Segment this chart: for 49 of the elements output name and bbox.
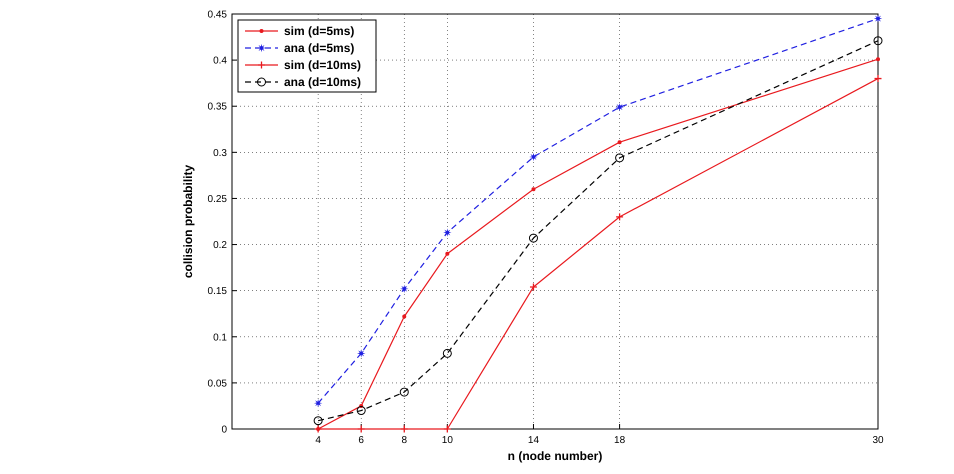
x-tick-label: 8 xyxy=(401,435,408,446)
point xyxy=(443,228,452,237)
point xyxy=(400,388,409,397)
point xyxy=(529,282,538,292)
y-tick-label: 0.3 xyxy=(213,148,228,159)
point xyxy=(445,252,450,256)
point xyxy=(400,284,408,294)
point xyxy=(443,424,452,434)
y-tick-label: 0.15 xyxy=(208,286,228,298)
legend-label: sim (d=5ms) xyxy=(284,24,354,38)
y-tick-label: 0.2 xyxy=(213,240,228,252)
point xyxy=(876,57,880,62)
point xyxy=(314,416,323,426)
point xyxy=(528,234,538,243)
x-tick-label: 14 xyxy=(528,435,540,446)
x-tick-label: 30 xyxy=(872,435,884,446)
point xyxy=(615,212,624,222)
point xyxy=(531,187,536,192)
point xyxy=(357,349,366,358)
y-axis-title: collision probability xyxy=(181,164,195,278)
x-tick-label: 10 xyxy=(442,435,454,446)
point xyxy=(874,36,882,46)
legend-label: sim (d=10ms) xyxy=(284,58,362,72)
point xyxy=(529,152,538,162)
point xyxy=(615,102,624,112)
point xyxy=(314,398,322,408)
y-tick-label: 0.1 xyxy=(213,332,228,344)
point xyxy=(874,74,882,83)
legend-label: ana (d=10ms) xyxy=(284,75,362,89)
y-tick-label: 0.35 xyxy=(208,102,228,113)
x-tick-label: 6 xyxy=(358,435,364,446)
y-tick-label: 0.05 xyxy=(208,378,228,390)
point xyxy=(874,14,882,23)
x-tick-label: 18 xyxy=(614,435,626,446)
point xyxy=(356,406,366,416)
x-axis-title: n (node number) xyxy=(508,449,602,463)
y-tick-label: 0.45 xyxy=(208,10,228,20)
point xyxy=(314,424,322,434)
point xyxy=(402,314,406,318)
x-tick-label: 4 xyxy=(315,435,322,446)
point xyxy=(615,153,624,162)
point xyxy=(357,424,366,434)
y-tick-label: 0.4 xyxy=(213,56,228,67)
point xyxy=(400,424,408,434)
point xyxy=(442,348,452,358)
y-tick-label: 0.25 xyxy=(208,194,228,205)
point xyxy=(618,140,622,144)
legend-label: ana (d=5ms) xyxy=(284,41,354,55)
y-tick-label: 0 xyxy=(221,424,228,436)
